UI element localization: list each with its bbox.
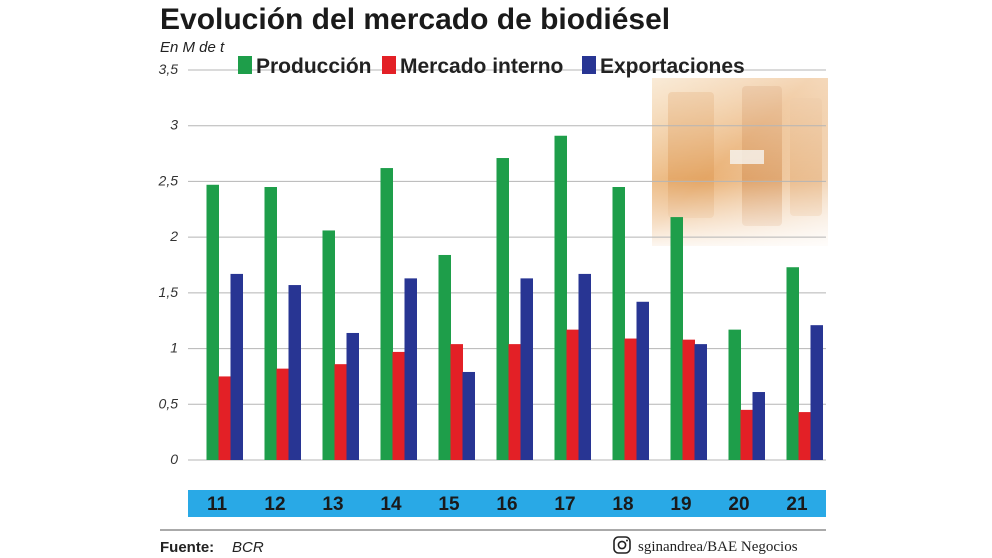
bar-exportaciones-18	[636, 301, 649, 460]
category-band	[188, 490, 826, 517]
source-label: Fuente:	[160, 539, 214, 556]
bars	[206, 135, 823, 461]
bar-produccion-14	[380, 168, 393, 461]
category-label: 12	[264, 494, 285, 515]
legend-label-produccion: Producción	[256, 55, 372, 78]
biodiesel-glassware-photo	[652, 78, 828, 246]
category-label: 18	[612, 494, 633, 515]
category-label: 19	[670, 494, 691, 515]
bar-mercado-interno-12	[276, 368, 289, 460]
bar-mercado-interno-18	[624, 338, 637, 460]
bar-mercado-interno-16	[508, 344, 521, 460]
bar-exportaciones-21	[810, 325, 823, 460]
bar-exportaciones-19	[694, 344, 707, 460]
y-tick-label: 3,5	[159, 61, 179, 77]
bar-mercado-interno-19	[682, 339, 695, 460]
category-label: 21	[786, 494, 808, 515]
credit-text: sginandrea/BAE Negocios	[638, 539, 798, 555]
bar-mercado-interno-15	[450, 344, 463, 460]
category-label: 14	[380, 494, 402, 515]
y-tick-label: 0	[170, 451, 178, 467]
y-axis-ticks: 0 0,5 1 1,5 2 2,5 3 3,5	[158, 61, 179, 467]
y-tick-label: 3	[170, 117, 178, 133]
bar-produccion-21	[786, 267, 799, 460]
source-value: BCR	[232, 539, 264, 556]
y-tick-label: 0,5	[159, 395, 179, 411]
chart-title: Evolución del mercado de biodiésel	[160, 3, 670, 36]
bar-exportaciones-15	[462, 371, 475, 460]
legend-swatch-mercado-interno	[382, 56, 396, 74]
category-label: 17	[554, 494, 575, 515]
legend-swatch-exportaciones	[582, 56, 596, 74]
y-tick-label: 2	[169, 228, 178, 244]
bar-mercado-interno-13	[334, 364, 347, 460]
legend-label-exportaciones: Exportaciones	[600, 55, 745, 78]
legend-label-mercado-interno: Mercado interno	[400, 55, 563, 78]
category-label: 13	[322, 494, 343, 515]
bar-exportaciones-13	[346, 332, 359, 460]
bar-exportaciones-17	[578, 273, 591, 460]
bar-exportaciones-12	[288, 285, 301, 460]
bar-produccion-11	[206, 184, 219, 460]
bar-produccion-17	[554, 135, 567, 460]
bar-produccion-19	[670, 217, 683, 460]
bar-mercado-interno-17	[566, 329, 579, 460]
unit-label: En M de t	[160, 39, 225, 56]
bar-exportaciones-14	[404, 278, 417, 460]
category-label: 20	[728, 494, 749, 515]
category-label: 15	[438, 494, 460, 515]
bar-produccion-18	[612, 187, 625, 460]
bar-exportaciones-20	[752, 392, 765, 460]
bar-exportaciones-16	[520, 278, 533, 460]
legend-swatch-produccion	[238, 56, 252, 74]
legend: Producción Mercado interno Exportaciones	[238, 55, 745, 78]
bar-produccion-12	[264, 187, 277, 460]
bar-produccion-15	[438, 254, 451, 460]
bar-mercado-interno-14	[392, 351, 405, 460]
bar-mercado-interno-21	[798, 412, 811, 460]
bar-produccion-16	[496, 158, 509, 460]
category-label: 16	[496, 494, 517, 515]
y-tick-label: 1	[170, 340, 178, 356]
bar-produccion-20	[728, 329, 741, 460]
bar-exportaciones-11	[230, 273, 243, 460]
bar-mercado-interno-11	[218, 376, 231, 460]
y-tick-label: 1,5	[159, 284, 179, 300]
bar-mercado-interno-20	[740, 409, 753, 460]
category-label: 11	[207, 494, 228, 515]
category-labels: 11 12 13 14 15 16 17 18 19 20 21	[207, 494, 808, 515]
y-tick-label: 2,5	[158, 172, 179, 188]
bar-produccion-13	[322, 230, 335, 460]
instagram-icon	[613, 536, 631, 554]
